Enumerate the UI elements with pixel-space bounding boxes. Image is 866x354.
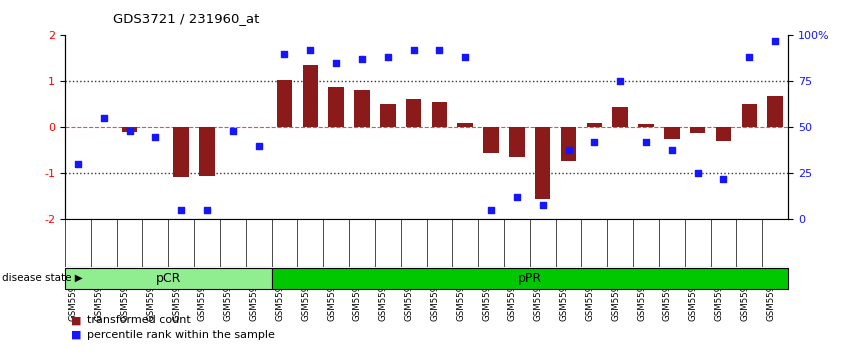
Point: [123, 128, 137, 134]
Point: [407, 47, 421, 53]
Text: ■: ■: [71, 330, 81, 339]
Point: [742, 55, 756, 60]
Bar: [741, 103, 757, 127]
Point: [226, 128, 240, 134]
Bar: [561, 127, 576, 161]
Point: [277, 51, 291, 57]
Point: [355, 57, 369, 62]
Bar: [483, 127, 499, 153]
Bar: [715, 127, 731, 141]
Point: [458, 55, 472, 60]
Text: disease state ▶: disease state ▶: [2, 273, 82, 283]
Point: [174, 207, 188, 213]
Text: pPR: pPR: [518, 272, 542, 285]
Point: [148, 134, 162, 139]
Point: [665, 147, 679, 152]
Point: [768, 38, 782, 44]
Bar: [767, 96, 783, 127]
Point: [536, 202, 550, 207]
Point: [587, 139, 601, 145]
Point: [200, 207, 214, 213]
Text: ■: ■: [71, 315, 81, 325]
Bar: [122, 127, 137, 132]
Bar: [586, 123, 602, 127]
Point: [510, 195, 524, 200]
Point: [71, 161, 85, 167]
Bar: [406, 99, 422, 127]
Bar: [380, 104, 396, 127]
Text: pCR: pCR: [156, 272, 181, 285]
Point: [432, 47, 446, 53]
Bar: [65, 268, 272, 289]
Text: transformed count: transformed count: [87, 315, 191, 325]
Point: [303, 47, 317, 53]
Bar: [199, 127, 215, 176]
Point: [562, 147, 576, 152]
Text: GDS3721 / 231960_at: GDS3721 / 231960_at: [113, 12, 259, 25]
Point: [252, 143, 266, 149]
Bar: [302, 65, 318, 127]
Bar: [328, 87, 344, 127]
Bar: [173, 127, 189, 177]
Point: [613, 79, 627, 84]
Bar: [354, 90, 370, 127]
Text: percentile rank within the sample: percentile rank within the sample: [87, 330, 275, 339]
Bar: [431, 102, 447, 127]
Point: [716, 176, 730, 182]
Point: [639, 139, 653, 145]
Bar: [277, 80, 292, 127]
Point: [691, 171, 705, 176]
Bar: [638, 124, 654, 127]
Bar: [664, 127, 680, 139]
Point: [381, 55, 395, 60]
Point: [329, 60, 343, 66]
Point: [97, 115, 111, 121]
Bar: [509, 127, 525, 157]
Bar: [612, 107, 628, 127]
Point: [484, 207, 498, 213]
Bar: [535, 127, 551, 199]
Bar: [272, 268, 788, 289]
Bar: [690, 127, 706, 133]
Bar: [457, 123, 473, 127]
